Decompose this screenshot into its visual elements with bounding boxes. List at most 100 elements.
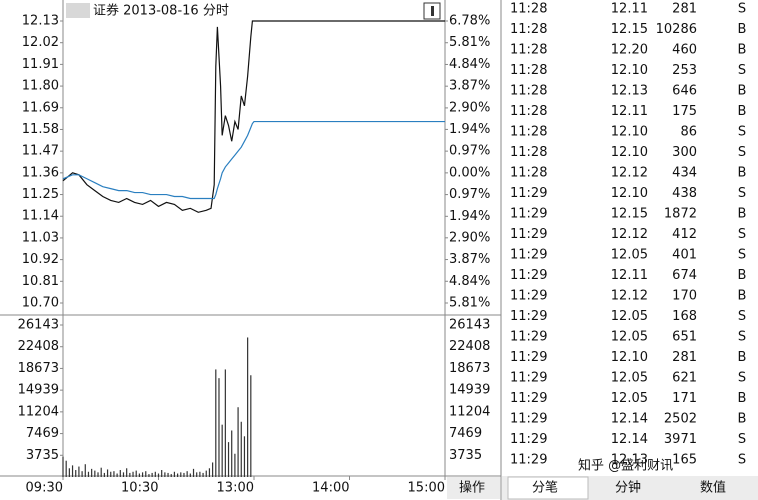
trade-side: B <box>738 207 747 222</box>
trade-volume: 412 <box>672 227 697 242</box>
volume-bar <box>135 470 137 477</box>
volume-bar <box>221 424 223 477</box>
tab[interactable]: 分笔 <box>532 480 558 496</box>
volume-bar <box>75 470 77 477</box>
volume-bar <box>240 421 242 477</box>
volume-bar <box>94 470 96 477</box>
volume-bar <box>157 473 160 477</box>
trade-price: 12.14 <box>611 432 648 447</box>
trade-volume: 651 <box>672 330 697 345</box>
volume-bar <box>119 470 121 477</box>
trade-side: B <box>738 289 747 304</box>
trade-volume: 621 <box>672 371 697 386</box>
y2-tick-label: 14939 <box>449 383 490 398</box>
action-button-bg[interactable] <box>447 477 500 499</box>
trade-time: 11:29 <box>510 350 547 365</box>
y2-tick-label: 1.94% <box>449 122 490 137</box>
window-icon-bar <box>431 6 434 16</box>
volume-bar <box>78 466 80 477</box>
trade-price: 12.10 <box>611 186 648 201</box>
trade-side: S <box>738 125 746 140</box>
trade-price: 12.14 <box>611 412 648 427</box>
volume-bar <box>186 471 188 477</box>
trade-side: B <box>738 391 747 406</box>
y2-tick-label: 3.87% <box>449 252 490 267</box>
trade-time: 11:29 <box>510 309 547 324</box>
y2-tick-label: 1.94% <box>449 209 490 224</box>
volume-bar <box>103 472 105 477</box>
volume-bar <box>100 467 102 477</box>
volume-bar <box>177 473 179 477</box>
volume-bar <box>243 436 246 477</box>
x-tick-label: 14:00 <box>312 481 349 496</box>
volume-bar <box>81 471 83 477</box>
trade-volume: 175 <box>672 104 697 119</box>
trade-time: 11:28 <box>510 145 547 160</box>
chart-title: 证券 2013-08-16 分时 <box>93 3 229 19</box>
volume-bar <box>138 473 140 477</box>
y2-tick-label: 5.81% <box>449 296 490 311</box>
x-tick-label: 13:00 <box>217 481 254 496</box>
window-icon[interactable] <box>423 2 441 20</box>
y2-tick-label: 7469 <box>449 426 482 441</box>
tab[interactable]: 分钟 <box>615 480 641 496</box>
volume-bar <box>110 471 112 477</box>
trade-side: S <box>738 453 746 468</box>
trade-side: B <box>738 268 747 283</box>
y-tick-label: 10.92 <box>22 252 59 267</box>
y2-tick-label: 26143 <box>449 318 490 333</box>
volume-bar <box>234 453 236 477</box>
trade-price: 12.05 <box>611 248 648 263</box>
x-tick-label: 09:30 <box>26 481 63 496</box>
trade-time: 11:29 <box>510 186 547 201</box>
trade-side: B <box>738 166 747 181</box>
trade-volume: 438 <box>672 186 697 201</box>
trade-volume: 281 <box>672 2 697 17</box>
trade-price: 12.15 <box>611 207 648 222</box>
trade-price: 12.05 <box>611 391 648 406</box>
y2-tick-label: 2.90% <box>449 100 490 115</box>
trade-price: 12.12 <box>611 289 648 304</box>
trade-time: 11:29 <box>510 330 547 345</box>
y-tick-label: 12.13 <box>22 14 59 29</box>
y2-tick-label: 0.00% <box>449 165 490 180</box>
trade-price: 12.11 <box>611 104 648 119</box>
volume-bar <box>126 468 128 477</box>
trade-side: S <box>738 186 746 201</box>
trade-volume: 434 <box>672 166 697 181</box>
trade-side: S <box>738 371 746 386</box>
trade-price: 12.20 <box>611 43 648 58</box>
action-button[interactable]: 操作 <box>459 480 485 496</box>
trade-volume: 674 <box>672 268 697 283</box>
trade-price: 12.13 <box>611 84 648 99</box>
trade-side: S <box>738 432 746 447</box>
y-tick-label: 11.25 <box>22 187 59 202</box>
y2-tick-label: 4.84% <box>449 274 490 289</box>
tab-selected[interactable] <box>507 476 589 500</box>
trade-side: S <box>738 227 746 242</box>
tab[interactable]: 数值 <box>700 480 726 496</box>
volume-bar <box>170 474 172 477</box>
y-tick-label: 11.47 <box>22 144 59 159</box>
trade-time: 11:28 <box>510 125 547 140</box>
volume-bar <box>202 472 204 477</box>
y-tick-label: 11204 <box>18 404 59 419</box>
trade-price: 12.05 <box>611 309 648 324</box>
volume-bar <box>189 473 191 477</box>
trade-side: S <box>738 145 746 160</box>
trade-time: 11:29 <box>510 412 547 427</box>
trade-volume: 300 <box>672 145 697 160</box>
trade-volume: 170 <box>672 289 697 304</box>
trade-price: 12.15 <box>611 22 648 37</box>
y-tick-label: 11.03 <box>22 230 59 245</box>
volume-bar <box>167 472 169 477</box>
volume-bar <box>224 369 226 477</box>
volume-bar <box>237 407 239 477</box>
trade-price: 12.12 <box>611 166 648 181</box>
trade-side: S <box>738 330 746 345</box>
volume-bar <box>247 337 249 477</box>
y-tick-label: 26143 <box>18 318 59 333</box>
volume-bar <box>65 460 67 477</box>
y2-tick-label: 3.87% <box>449 79 490 94</box>
volume-bar <box>71 465 74 477</box>
